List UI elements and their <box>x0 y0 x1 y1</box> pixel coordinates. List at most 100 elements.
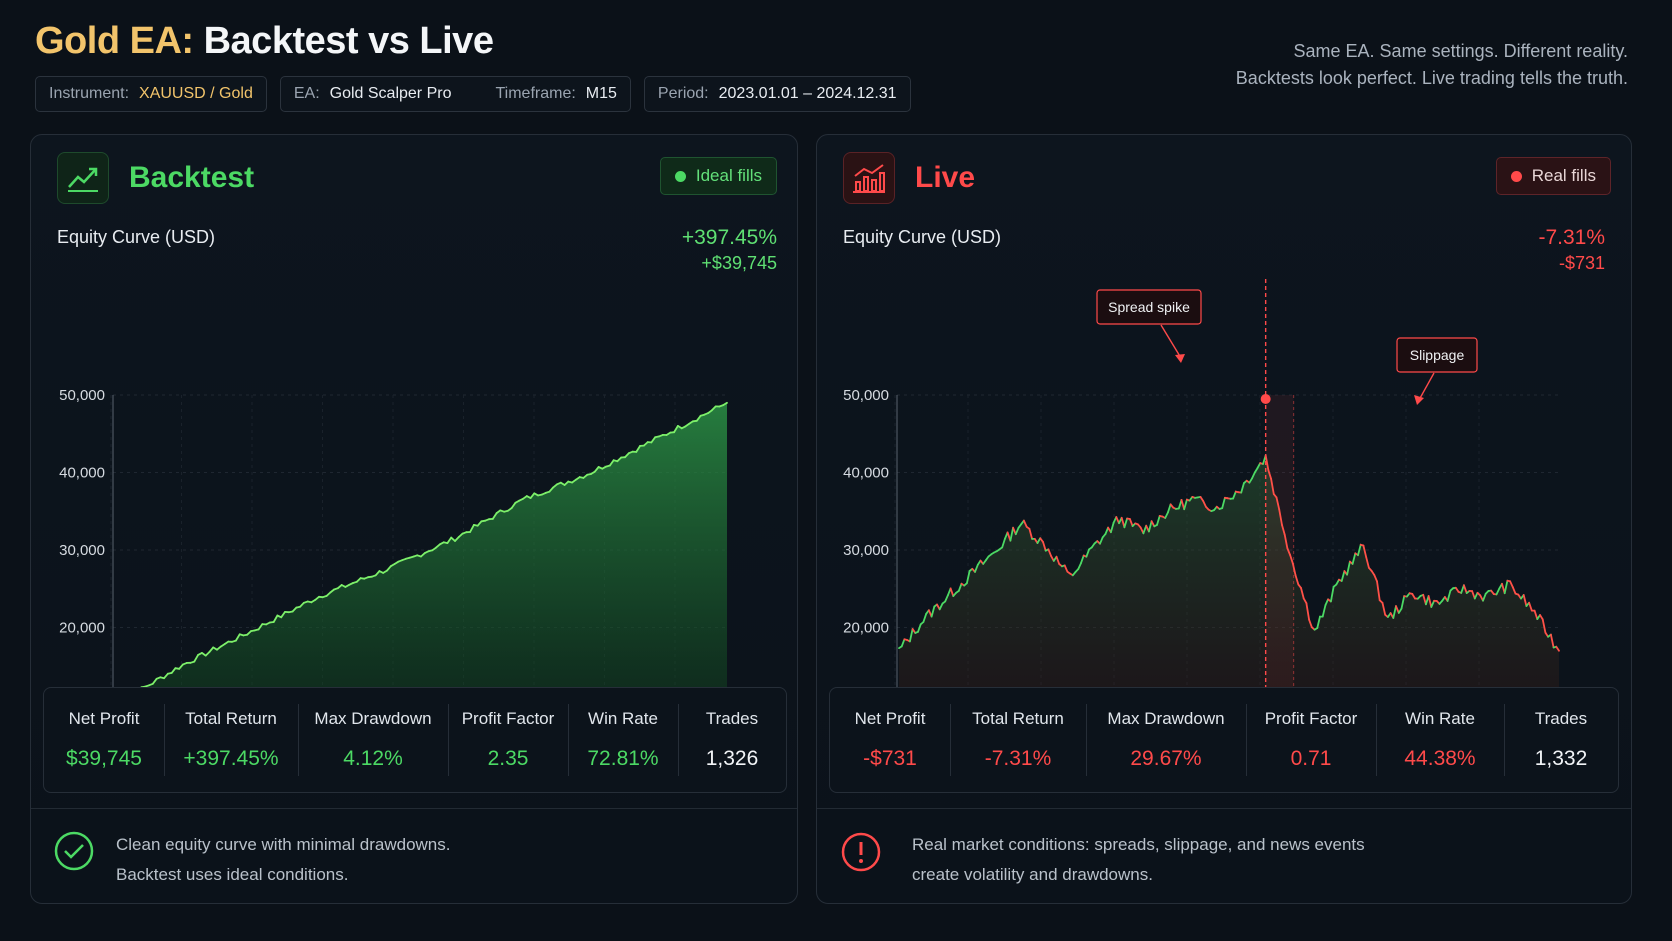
equity-line-segment <box>193 653 200 663</box>
stat-win-rate: Win Rate 44.38% <box>1376 688 1504 792</box>
instrument-label: Instrument: <box>49 85 130 102</box>
live-stats: Net Profit -$731 Total Return -7.31% Max Dra… <box>829 687 1619 793</box>
stat-max-drawdown: Max Drawdown 29.67% <box>1086 688 1246 792</box>
equity-line-segment <box>234 633 241 642</box>
equity-line-segment <box>957 582 963 592</box>
equity-line-segment <box>1528 601 1533 612</box>
equity-line-segment <box>1283 533 1289 550</box>
equity-line-segment <box>909 628 914 643</box>
bar-chart-trend-icon <box>843 152 895 204</box>
equity-area <box>899 455 1559 719</box>
note-line-1: Clean equity curve with minimal drawdown… <box>116 835 451 854</box>
equity-line-segment <box>1109 521 1115 534</box>
equity-line-segment <box>1308 618 1313 629</box>
return-usd: +$39,745 <box>701 253 777 273</box>
stat-value: -7.31% <box>984 747 1052 770</box>
equity-line-segment <box>1014 526 1020 536</box>
equity-line-segment <box>1164 511 1169 519</box>
equity-line-segment <box>469 523 475 533</box>
return-percent: -7.31% <box>1538 226 1605 249</box>
equity-line-segment <box>1305 602 1311 621</box>
equity-line-segment <box>1267 469 1273 480</box>
equity-line-segment <box>1123 517 1129 529</box>
tagline: Same EA. Same settings. Different realit… <box>1236 38 1628 92</box>
equity-line-segment <box>1281 524 1286 536</box>
y-tick-label: 50,000 <box>59 387 105 404</box>
equity-line-segment <box>1495 587 1501 596</box>
equity-line-segment <box>1357 543 1362 557</box>
equity-line-segment <box>1340 570 1346 582</box>
instrument-box: Instrument: XAUUSD / Gold <box>35 76 267 112</box>
equity-line-segment <box>1009 526 1015 542</box>
note-line-2: create volatility and drawdowns. <box>912 865 1153 884</box>
backtest-panel: Backtest Ideal fills Equity Curve (USD) … <box>30 134 798 904</box>
equity-line-segment <box>1330 585 1335 603</box>
equity-line-segment <box>1400 595 1406 610</box>
equity-line-segment <box>151 677 158 685</box>
equity-line-segment <box>1150 520 1156 528</box>
y-tick-label: 40,000 <box>59 465 105 482</box>
tagline-line-1: Same EA. Same settings. Different realit… <box>1293 41 1628 61</box>
trend-up-icon <box>57 152 109 204</box>
equity-line-segment <box>1473 591 1479 600</box>
equity-line-segment <box>1278 508 1283 526</box>
equity-line-segment <box>1042 540 1047 552</box>
equity-line-segment <box>1099 536 1104 545</box>
equity-line-segment <box>1142 524 1148 535</box>
stat-win-rate: Win Rate 72.81% <box>568 688 678 792</box>
equity-line-segment <box>1541 618 1547 634</box>
backtest-title: Backtest <box>129 161 255 194</box>
equity-line-segment <box>1321 604 1327 618</box>
badge-label: Real fills <box>1531 166 1596 185</box>
equity-line-segment <box>1085 548 1091 558</box>
stat-profit-factor: Profit Factor 2.35 <box>448 688 568 792</box>
equity-line-segment <box>1022 519 1028 528</box>
stat-label: Net Profit <box>854 709 926 728</box>
stat-net-profit: Net Profit $39,745 <box>44 688 164 792</box>
equity-line-segment <box>1270 477 1275 496</box>
period-label: Period: <box>657 85 709 102</box>
equity-area <box>115 402 727 719</box>
equity-line-segment <box>1376 580 1381 602</box>
y-tick-label: 20,000 <box>843 620 889 637</box>
stat-trades: Trades 1,332 <box>1504 688 1618 792</box>
stat-profit-factor: Profit Factor 0.71 <box>1246 688 1376 792</box>
equity-line-segment <box>272 614 279 623</box>
note-line-2: Backtest uses ideal conditions. <box>116 865 349 884</box>
equity-line-segment <box>1346 560 1351 576</box>
stat-label: Profit Factor <box>461 709 555 728</box>
stat-trades: Trades 1,326 <box>678 688 786 792</box>
equity-line-segment <box>722 401 728 407</box>
equity-line-segment <box>1294 574 1300 586</box>
equity-line-segment <box>476 520 483 527</box>
period-box: Period: 2023.01.01 – 2024.12.31 <box>643 76 911 112</box>
badge-label: Ideal fills <box>695 166 762 185</box>
stat-label: Max Drawdown <box>1107 709 1225 728</box>
equity-line-segment <box>974 563 979 573</box>
news-marker-dot <box>1260 394 1271 404</box>
y-tick-label: 20,000 <box>59 620 105 637</box>
equity-line-segment <box>1522 594 1528 607</box>
equity-line-segment <box>965 570 971 585</box>
equity-line-segment <box>548 486 555 493</box>
equity-line-segment <box>673 424 679 434</box>
equity-line-segment <box>1509 580 1514 589</box>
live-panel: Live Real fills Equity Curve (USD) -7.31… <box>816 134 1632 904</box>
equity-line-segment <box>170 667 177 674</box>
backtest-stats: Net Profit $39,745 Total Return +397.45% Max… <box>43 687 787 793</box>
equity-line-segment <box>510 501 517 509</box>
stat-value: -$731 <box>863 747 917 770</box>
equity-line-segment <box>1422 593 1427 606</box>
equity-line-segment <box>1316 615 1321 629</box>
equity-line-segment <box>1555 645 1560 652</box>
equity-line-segment <box>1302 597 1308 605</box>
equity-line-segment <box>386 565 392 572</box>
y-tick-label: 30,000 <box>843 542 889 559</box>
equity-line-segment <box>1392 605 1397 619</box>
ea-value: Gold Scalper Pro <box>329 85 452 102</box>
equity-line-segment <box>1373 574 1378 583</box>
spread-spike-label: Spread spike <box>1108 299 1190 315</box>
spread-spike-arrow <box>1160 324 1182 359</box>
